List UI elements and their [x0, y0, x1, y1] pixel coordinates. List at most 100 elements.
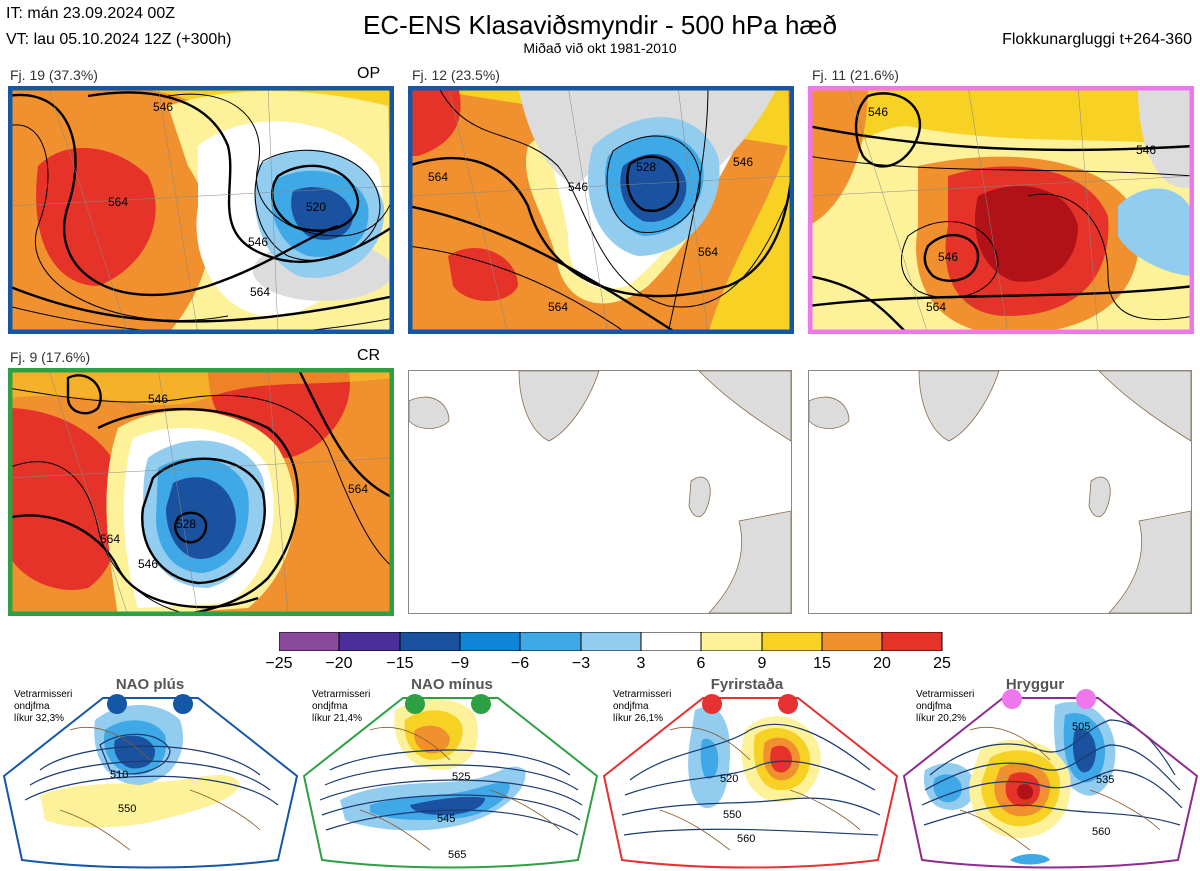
contour-label: 564 [108, 195, 128, 209]
contour-label: 510 [110, 769, 128, 781]
colorbar-tick-label: −15 [386, 655, 414, 672]
colorbar-swatch [881, 631, 943, 652]
regime-dots [405, 694, 491, 714]
colorbar-tick-label: −20 [325, 655, 353, 672]
contour-label: 564 [548, 300, 568, 314]
base-map-5 [409, 371, 791, 613]
regime-dot-left [1002, 689, 1022, 709]
panel-2-label: Fj. 12 (23.5%) [412, 67, 500, 83]
contour-label: 564 [926, 300, 946, 314]
panel-4-label: Fj. 9 (17.6%) [10, 349, 91, 365]
regime-title: Fyrirstaða [710, 676, 784, 693]
empty-map-panel-5 [408, 370, 792, 614]
colorbar-tick-label: 25 [933, 655, 951, 672]
contour-label: 546 [153, 100, 173, 114]
contour-label: 565 [448, 849, 466, 861]
colorbar-tick-label: −25 [265, 655, 293, 672]
regime-border [902, 697, 1199, 869]
panel-border [8, 368, 394, 616]
empty-map-panel-6 [808, 370, 1192, 614]
regime-map-ridge: 505 535 560 [902, 697, 1199, 869]
contour-label: 545 [437, 813, 455, 825]
colorbar-swatch [640, 631, 702, 652]
colorbar-swatch [338, 631, 401, 652]
regime-dot-left [702, 694, 722, 714]
contour-label: 505 [1072, 721, 1090, 733]
contour-label: 520 [306, 200, 326, 214]
cluster-map-4: 546 528 564 564 546 [8, 368, 394, 616]
regime-dot-left [107, 694, 127, 714]
page-subtitle: Miðað við okt 1981-2010 [523, 40, 677, 56]
regime-title: NAO mínus [411, 676, 493, 693]
regime-title: NAO plús [115, 676, 185, 693]
colorbar-swatch [459, 631, 521, 652]
colorbar-tick-label: −9 [450, 655, 470, 672]
colorbar-swatch [278, 631, 340, 652]
regime-dot-right [778, 694, 798, 714]
colorbar-tick-label: 3 [636, 655, 646, 672]
cluster-map-1: 520 546 546 564 564 [8, 86, 394, 334]
cluster-map-2: 564 546 528 564 564 546 [408, 86, 794, 334]
contour-label: 546 [868, 105, 888, 119]
panel-1-label: Fj. 19 (37.3%) [10, 67, 98, 83]
regime-dot-right [173, 694, 193, 714]
regime-stats: Vetrarmisseri ondjfma líkur 32,3% [14, 689, 73, 724]
colorbar-swatch [519, 631, 582, 652]
contour-label: 546 [1136, 143, 1156, 157]
contour-label: 550 [723, 809, 741, 821]
regime-map-blocking: 520 550 560 [602, 697, 899, 869]
colorbar-swatch [399, 631, 461, 652]
colorbar-swatch [821, 631, 883, 652]
regime-dot-right [1076, 689, 1096, 709]
cluster-map-panel-3: 546 546 546 564 [808, 86, 1194, 334]
colorbar [278, 631, 943, 652]
regime-border [302, 697, 599, 869]
contour-label: 520 [720, 773, 738, 785]
regime-title: Hryggur [1005, 676, 1065, 693]
contour-label: 546 [938, 250, 958, 264]
contour-label: 564 [348, 482, 368, 496]
colorbar-tick-label: 9 [757, 655, 767, 672]
cluster-map-panel-4: 546 528 564 564 546 [8, 368, 394, 616]
issue-time: IT: mán 23.09.2024 00Z [6, 5, 175, 22]
regime-stats: Vetrarmisseri ondjfma líkur 21,4% [312, 689, 371, 724]
classification-window: Flokkunargluggi t+264-360 [1002, 31, 1192, 48]
cluster-map-3: 546 546 546 564 [808, 86, 1194, 334]
colorbar-tick-label: −3 [571, 655, 591, 672]
contour-label: 564 [250, 285, 270, 299]
colorbar-tick-label: 20 [873, 655, 891, 672]
panel-1-tag: OP [357, 65, 381, 82]
base-map-6 [809, 371, 1191, 613]
cluster-map-panel-2: 564 546 528 564 564 546 [408, 86, 794, 334]
colorbar-swatch [700, 631, 763, 652]
regime-dots [107, 694, 193, 714]
contour-label: 525 [452, 771, 470, 783]
contour-label: 535 [1096, 774, 1114, 786]
contour-label: 560 [1092, 826, 1110, 838]
colorbar-swatch [761, 631, 823, 652]
contour-label: 564 [100, 532, 120, 546]
panel-border [8, 86, 394, 334]
regime-dots [1002, 689, 1096, 709]
panel-border [408, 86, 794, 334]
regime-border [2, 697, 299, 869]
contour-label: 564 [428, 170, 448, 184]
regime-dot-left [405, 694, 425, 714]
colorbar-tick-label: 6 [696, 655, 706, 672]
colorbar-swatch [580, 631, 642, 652]
regime-border [602, 697, 899, 869]
regime-dot-right [471, 694, 491, 714]
colorbar-tick-label: 15 [813, 655, 831, 672]
cluster-map-panel-1: 520 546 546 564 564 [8, 86, 394, 334]
contour-label: 546 [568, 180, 588, 194]
contour-label: 528 [176, 517, 196, 531]
contour-label: 546 [148, 392, 168, 406]
contour-label: 560 [737, 833, 755, 845]
regime-stats: Vetrarmisseri ondjfma líkur 26,1% [613, 689, 672, 724]
colorbar-tick-label: −6 [510, 655, 530, 672]
panel-4-tag: CR [357, 347, 381, 364]
regime-map-nao-plus: 510 550 [2, 697, 299, 869]
contour-label: 546 [733, 155, 753, 169]
colorbar-swatches [278, 631, 943, 652]
regime-dots [702, 694, 798, 714]
